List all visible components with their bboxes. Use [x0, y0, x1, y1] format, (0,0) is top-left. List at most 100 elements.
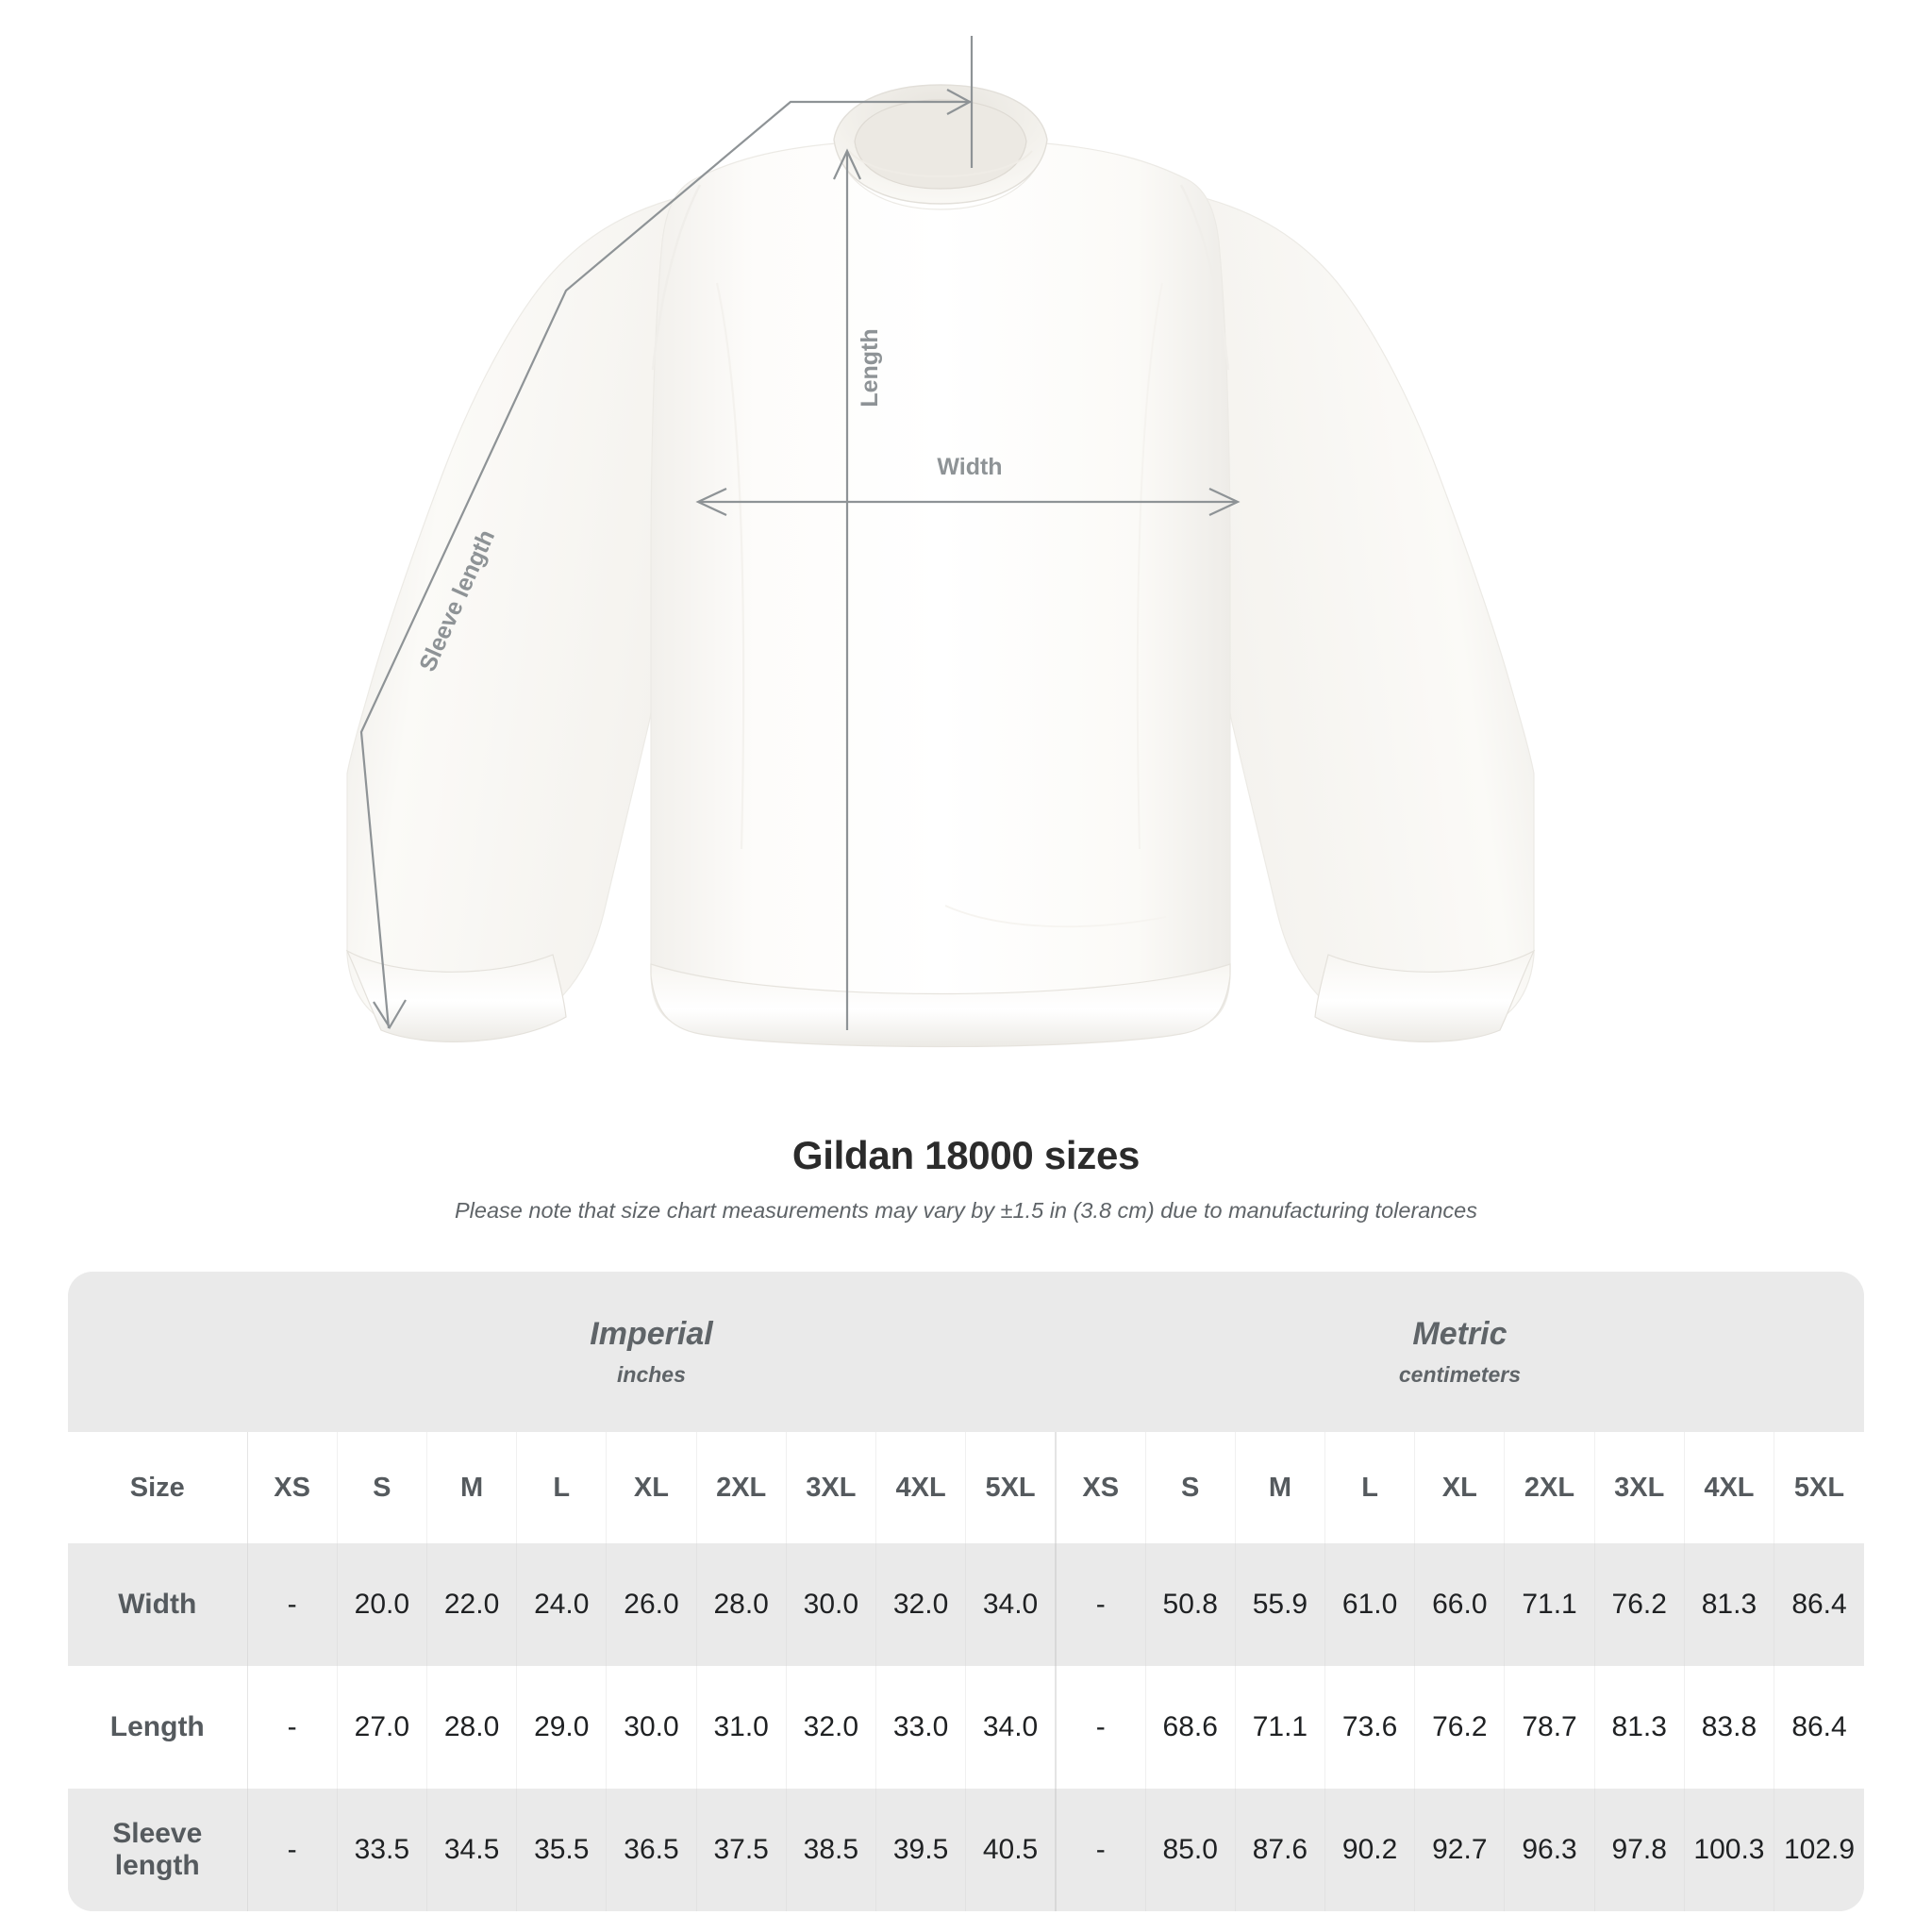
size-table-body: Size XS S M L XL 2XL 3XL 4XL 5XL XS S M L XL 2XL 3XL 4XL 5…: [68, 1432, 1864, 1911]
cell-length-cm-3xl: 81.3: [1594, 1666, 1685, 1789]
size-header-metric-xs: XS: [1054, 1432, 1146, 1543]
right-shoulder-seam: [1179, 184, 1230, 371]
table-row: Length -27.0 28.0 29.0 30.0 31.0 32.0 33.0 34.0-…: [68, 1666, 1864, 1789]
right-cuff: [1314, 949, 1536, 1042]
left-shoulder-seam: [651, 184, 702, 371]
cell-sleeve-length-cm-5xl: 102.9: [1774, 1789, 1864, 1911]
body-hem: [650, 963, 1231, 1048]
cell-sleeve-length-cm-3xl: 97.8: [1594, 1789, 1685, 1911]
cell-sleeve-length-cm-4xl: 100.3: [1684, 1789, 1775, 1911]
unit-header-metric: Metric centimeters: [1055, 1272, 1864, 1432]
cell-length-in-5xl: 34.0: [965, 1666, 1057, 1789]
sweatshirt-diagram: Length Width Sleeve length: [345, 36, 1536, 1048]
size-header-imperial-4xl: 4XL: [875, 1432, 967, 1543]
cell-length-cm-5xl: 86.4: [1774, 1666, 1864, 1789]
cell-sleeve-length-in-3xl: 38.5: [786, 1789, 876, 1911]
cell-width-in-3xl: 30.0: [786, 1543, 876, 1666]
size-header-imperial-xs: XS: [247, 1432, 338, 1543]
cell-length-in-m: 28.0: [426, 1666, 518, 1789]
cell-length-in-4xl: 33.0: [875, 1666, 967, 1789]
size-header-metric-m: M: [1235, 1432, 1326, 1543]
width-arrowhead-right: [1208, 488, 1241, 516]
size-header-imperial-5xl: 5XL: [965, 1432, 1057, 1543]
row-label-width: Width: [68, 1543, 248, 1666]
size-table: Imperial inches Metric centimeters Size X…: [68, 1272, 1864, 1911]
sleeve-length-line: [359, 100, 972, 1029]
cell-width-cm-xs: -: [1054, 1543, 1146, 1666]
size-header-metric-5xl: 5XL: [1774, 1432, 1864, 1543]
page-title: Gildan 18000 sizes: [791, 1133, 1141, 1177]
row-label-length: Length: [68, 1666, 248, 1789]
width-arrowhead-left: [695, 488, 727, 516]
cell-width-in-xl: 26.0: [606, 1543, 697, 1666]
size-header-metric-xl: XL: [1414, 1432, 1506, 1543]
cell-length-cm-xl: 76.2: [1414, 1666, 1506, 1789]
size-header-row: Size XS S M L XL 2XL 3XL 4XL 5XL XS S M L XL 2XL 3XL 4XL 5…: [68, 1432, 1864, 1543]
cell-length-cm-s: 68.6: [1145, 1666, 1236, 1789]
cell-width-in-xs: -: [247, 1543, 338, 1666]
size-header-imperial-xl: XL: [606, 1432, 697, 1543]
cell-width-cm-s: 50.8: [1145, 1543, 1236, 1666]
fabric-fold-3: [944, 905, 1167, 928]
collar-rib: [848, 150, 1033, 177]
cell-sleeve-length-cm-l: 90.2: [1324, 1789, 1416, 1911]
unit-sub-metric: centimeters: [1398, 1362, 1522, 1388]
title-block: Gildan 18000 sizes Please note that size…: [0, 1132, 1932, 1225]
cell-length-in-xs: -: [247, 1666, 338, 1789]
cell-length-in-l: 29.0: [516, 1666, 608, 1789]
unit-name-imperial: Imperial: [590, 1316, 713, 1353]
unit-header-row: Imperial inches Metric centimeters: [68, 1272, 1864, 1432]
cell-length-cm-xs: -: [1054, 1666, 1146, 1789]
table-row: Sleeve length -33.5 34.5 35.5 36.5 37.5 38.5 39…: [68, 1789, 1864, 1911]
cell-sleeve-length-in-s: 33.5: [337, 1789, 427, 1911]
cell-sleeve-length-in-xs: -: [247, 1789, 338, 1911]
neck-opening: [854, 99, 1027, 190]
cell-length-cm-l: 73.6: [1324, 1666, 1416, 1789]
sweatshirt-body: [650, 142, 1231, 1041]
length-label: Length: [857, 328, 883, 407]
fabric-fold-1: [715, 282, 745, 850]
cell-sleeve-length-in-xl: 36.5: [606, 1789, 697, 1911]
size-header-metric-4xl: 4XL: [1684, 1432, 1775, 1543]
cell-sleeve-length-in-l: 35.5: [516, 1789, 608, 1911]
cell-sleeve-length-in-m: 34.5: [426, 1789, 518, 1911]
cell-length-in-2xl: 31.0: [696, 1666, 787, 1789]
size-header-imperial-3xl: 3XL: [786, 1432, 876, 1543]
size-header-label: Size: [68, 1432, 248, 1543]
size-header-metric-s: S: [1145, 1432, 1236, 1543]
cell-sleeve-length-in-2xl: 37.5: [696, 1789, 787, 1911]
cell-width-cm-4xl: 81.3: [1684, 1543, 1775, 1666]
left-cuff: [345, 949, 567, 1042]
cell-sleeve-length-in-4xl: 39.5: [875, 1789, 967, 1911]
size-header-imperial-l: L: [516, 1432, 608, 1543]
cell-length-in-3xl: 32.0: [786, 1666, 876, 1789]
size-header-metric-3xl: 3XL: [1594, 1432, 1685, 1543]
row-label-sleeve-length: Sleeve length: [68, 1789, 248, 1911]
cell-length-cm-2xl: 78.7: [1504, 1666, 1595, 1789]
cell-width-cm-xl: 66.0: [1414, 1543, 1506, 1666]
cell-width-in-4xl: 32.0: [875, 1543, 967, 1666]
size-header-metric-l: L: [1324, 1432, 1416, 1543]
length-arrowhead-top: [833, 148, 861, 180]
page-subtitle: Please note that size chart measurements…: [455, 1198, 1477, 1224]
cell-width-cm-2xl: 71.1: [1504, 1543, 1595, 1666]
width-label: Width: [937, 454, 1002, 480]
cell-width-cm-l: 61.0: [1324, 1543, 1416, 1666]
cell-width-in-2xl: 28.0: [696, 1543, 787, 1666]
cell-width-in-m: 22.0: [426, 1543, 518, 1666]
size-header-imperial-2xl: 2XL: [696, 1432, 787, 1543]
cell-width-cm-3xl: 76.2: [1594, 1543, 1685, 1666]
size-header-metric-2xl: 2XL: [1504, 1432, 1595, 1543]
cell-sleeve-length-cm-xs: -: [1054, 1789, 1146, 1911]
unit-sub-imperial: inches: [617, 1362, 686, 1388]
sleeve-arrowhead-bottom: [373, 999, 407, 1030]
size-header-imperial-m: M: [426, 1432, 518, 1543]
garment-illustration: Length Width Sleeve length: [345, 36, 1536, 1048]
unit-header-spacer: [68, 1272, 248, 1432]
table-row: Width -20.0 22.0 24.0 26.0 28.0 30.0 32.0 34.0-5…: [68, 1543, 1864, 1666]
cell-length-cm-m: 71.1: [1235, 1666, 1326, 1789]
cell-length-in-xl: 30.0: [606, 1666, 697, 1789]
cell-width-in-s: 20.0: [337, 1543, 427, 1666]
cell-sleeve-length-cm-m: 87.6: [1235, 1789, 1326, 1911]
